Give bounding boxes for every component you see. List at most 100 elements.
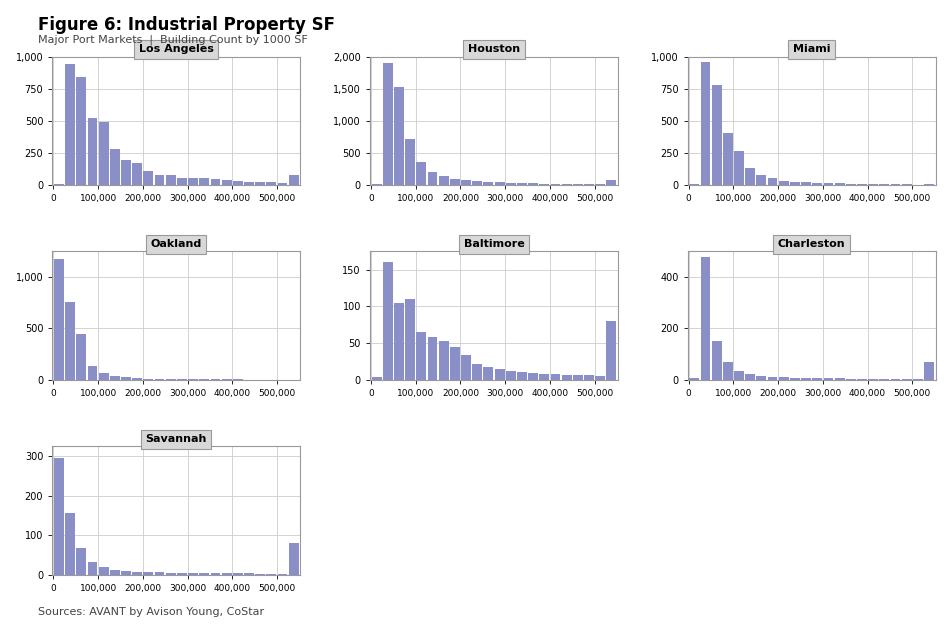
Bar	[495, 369, 504, 380]
Bar	[54, 259, 64, 380]
Bar	[835, 379, 845, 380]
Bar	[584, 376, 594, 380]
Bar	[700, 257, 711, 380]
Bar	[177, 178, 187, 185]
Bar	[505, 371, 516, 380]
Bar	[155, 572, 164, 575]
Bar	[450, 179, 460, 185]
Bar	[924, 362, 934, 380]
Bar	[66, 514, 75, 575]
Bar	[244, 181, 254, 185]
Bar	[166, 175, 176, 185]
Title: Miami: Miami	[793, 45, 830, 55]
Bar	[188, 178, 198, 185]
Bar	[723, 362, 732, 380]
Bar	[110, 149, 120, 185]
Bar	[221, 180, 232, 185]
Bar	[528, 373, 538, 380]
Bar	[439, 341, 448, 380]
Bar	[121, 377, 131, 380]
Bar	[277, 574, 288, 575]
Bar	[143, 171, 153, 185]
Bar	[712, 341, 722, 380]
Bar	[484, 367, 493, 380]
Bar	[561, 374, 572, 380]
Bar	[690, 184, 699, 185]
Bar	[606, 321, 617, 380]
Bar	[734, 372, 744, 380]
Bar	[690, 379, 699, 380]
Bar	[790, 377, 800, 380]
Bar	[495, 182, 504, 185]
Bar	[99, 372, 108, 380]
Bar	[472, 364, 483, 380]
Bar	[484, 182, 493, 185]
Bar	[779, 377, 788, 380]
Bar	[54, 184, 64, 185]
Title: Baltimore: Baltimore	[464, 239, 524, 249]
Bar	[54, 458, 64, 575]
Bar	[790, 182, 800, 185]
Bar	[87, 118, 98, 185]
Bar	[132, 378, 142, 380]
Bar	[712, 85, 722, 185]
Bar	[244, 573, 254, 575]
Bar	[779, 181, 788, 185]
Bar	[868, 184, 878, 185]
Bar	[756, 175, 767, 185]
Bar	[76, 333, 86, 380]
Bar	[110, 570, 120, 575]
Bar	[200, 178, 209, 185]
Bar	[857, 184, 867, 185]
Bar	[166, 573, 176, 575]
Bar	[406, 299, 415, 380]
Bar	[211, 179, 220, 185]
Bar	[472, 181, 483, 185]
Bar	[155, 379, 164, 380]
Title: Savannah: Savannah	[145, 434, 207, 444]
Bar	[846, 379, 856, 380]
Bar	[505, 183, 516, 185]
Bar	[812, 378, 822, 380]
Bar	[143, 572, 153, 575]
Bar	[76, 548, 86, 575]
Bar	[371, 377, 382, 380]
Bar	[233, 181, 243, 185]
Bar	[846, 184, 856, 185]
Title: Charleston: Charleston	[778, 239, 846, 249]
Bar	[277, 183, 288, 185]
Bar	[256, 574, 265, 575]
Bar	[76, 77, 86, 185]
Bar	[428, 337, 437, 380]
Bar	[289, 543, 298, 575]
Bar	[394, 87, 404, 185]
Bar	[540, 184, 549, 185]
Bar	[835, 183, 845, 185]
Bar	[416, 332, 427, 380]
Bar	[132, 572, 142, 575]
Bar	[121, 160, 131, 185]
Bar	[406, 139, 415, 185]
Bar	[121, 571, 131, 575]
Bar	[551, 374, 560, 380]
Bar	[221, 573, 232, 575]
Bar	[211, 573, 220, 575]
Bar	[177, 573, 187, 575]
Bar	[87, 561, 98, 575]
Bar	[99, 122, 108, 185]
Bar	[132, 163, 142, 185]
Bar	[188, 573, 198, 575]
Bar	[517, 372, 527, 380]
Title: Oakland: Oakland	[151, 239, 202, 249]
Bar	[824, 183, 833, 185]
Bar	[517, 183, 527, 185]
Bar	[801, 183, 811, 185]
Text: Sources: AVANT by Avison Young, CoStar: Sources: AVANT by Avison Young, CoStar	[38, 607, 264, 617]
Title: Los Angeles: Los Angeles	[139, 45, 214, 55]
Bar	[461, 355, 471, 380]
Bar	[596, 376, 605, 380]
Bar	[450, 347, 460, 380]
Bar	[99, 566, 108, 575]
Bar	[110, 376, 120, 380]
Title: Houston: Houston	[468, 45, 520, 55]
